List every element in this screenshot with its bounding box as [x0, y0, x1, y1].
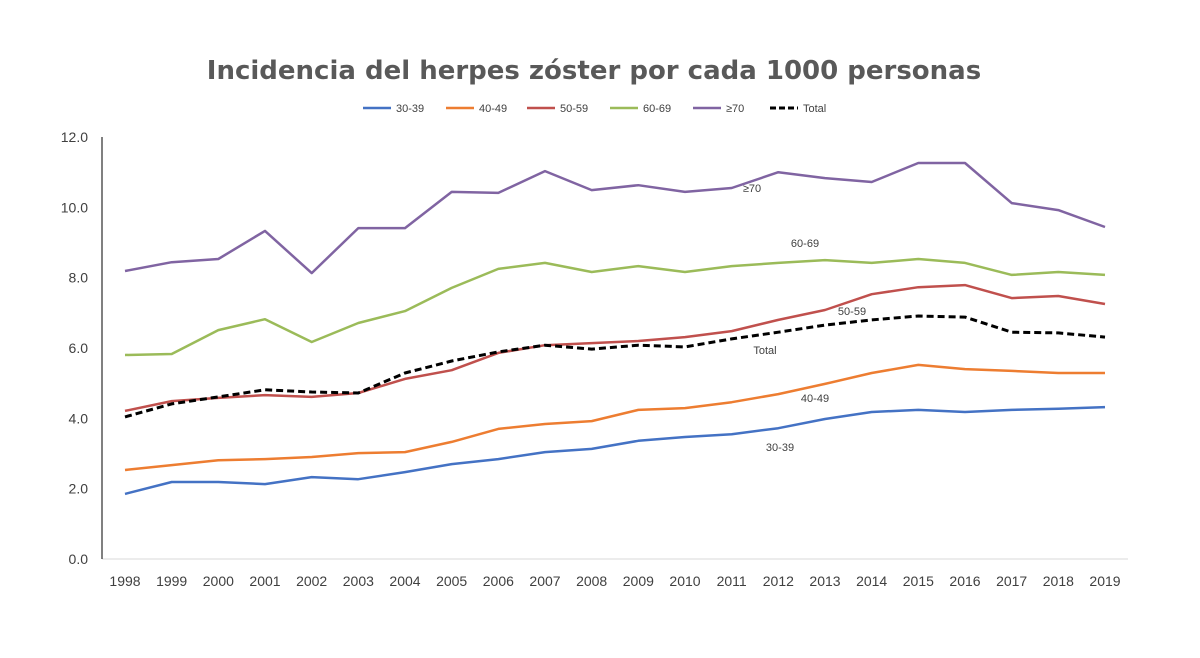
- x-tick-label: 2007: [529, 573, 560, 589]
- x-tick-label: 2004: [389, 573, 420, 589]
- x-tick-label: 2008: [576, 573, 607, 589]
- chart-title: Incidencia del herpes zóster por cada 10…: [207, 56, 981, 86]
- x-tick-label: 2000: [203, 573, 234, 589]
- x-tick-label: 2011: [717, 573, 747, 589]
- series-line-30-39: [124, 405, 1106, 496]
- x-tick-label: 2017: [996, 573, 1027, 589]
- series-annotation: 40-49: [801, 393, 829, 405]
- legend-label: 50-59: [560, 103, 588, 115]
- x-tick-label: 2001: [249, 573, 280, 589]
- series-annotation: Total: [753, 345, 776, 357]
- x-tick-label: 2003: [343, 573, 374, 589]
- series-annotation: 60-69: [791, 238, 819, 250]
- y-tick-label: 6.0: [69, 340, 89, 356]
- series-line-60-69: [124, 257, 1106, 357]
- legend-label: ≥70: [726, 103, 744, 115]
- y-tick-label: 10.0: [61, 199, 88, 215]
- legend-label: 40-49: [479, 103, 507, 115]
- x-tick-label: 2010: [669, 573, 700, 589]
- x-tick-label: 2009: [623, 573, 654, 589]
- legend-label: 60-69: [643, 103, 671, 115]
- x-tick-label: 1999: [156, 573, 187, 589]
- series-line-Total: [124, 314, 1106, 419]
- x-tick-label: 2015: [903, 573, 934, 589]
- legend-label: 30-39: [396, 103, 424, 115]
- y-tick-label: 2.0: [69, 481, 89, 497]
- x-tick-label: 2018: [1043, 573, 1074, 589]
- series-annotation: ≥70: [743, 183, 761, 195]
- series-annotation: 50-59: [838, 306, 866, 318]
- series-line-≥70: [124, 161, 1106, 275]
- y-tick-label: 8.0: [69, 270, 89, 286]
- x-tick-label: 2002: [296, 573, 327, 589]
- x-tick-label: 2019: [1089, 573, 1120, 589]
- x-tick-label: 2016: [949, 573, 980, 589]
- annotations: 30-39 40-49 50-59 60-69 ≥70 Total: [743, 183, 866, 454]
- x-tick-label: 2012: [763, 573, 794, 589]
- axes: 0.0 2.0 4.0 6.0 8.0 10.0 12.0 1998 1999 2000 2001 2…: [61, 129, 1128, 589]
- series-annotation: 30-39: [766, 442, 794, 454]
- y-tick-label: 4.0: [69, 410, 89, 426]
- y-tick-label: 12.0: [61, 129, 88, 145]
- series-lines: [124, 161, 1106, 496]
- x-tick-label: 2005: [436, 573, 467, 589]
- legend: 30-39 40-49 50-59 60-69 ≥70 Total: [363, 103, 826, 115]
- x-tick-label: 2013: [809, 573, 840, 589]
- series-line-50-59: [124, 283, 1106, 413]
- x-tick-label: 2006: [483, 573, 514, 589]
- y-tick-label: 0.0: [69, 551, 89, 567]
- x-tick-label: 2014: [856, 573, 887, 589]
- x-tick-label: 1998: [109, 573, 140, 589]
- legend-label: Total: [803, 103, 826, 115]
- series-line-40-49: [124, 363, 1105, 472]
